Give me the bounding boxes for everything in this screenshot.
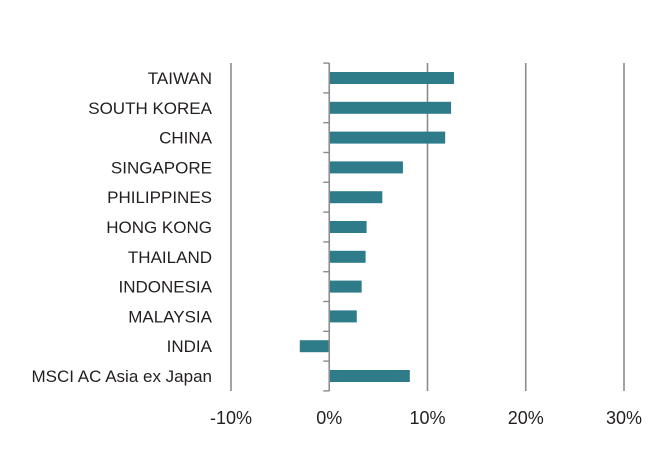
x-tick-label: -10% [210, 408, 252, 428]
category-label: PHILIPPINES [107, 188, 212, 207]
x-tick-label: 30% [606, 408, 642, 428]
gridlines [230, 63, 625, 391]
category-axis [323, 62, 331, 392]
category-label: INDONESIA [118, 278, 212, 297]
category-label: THAILAND [128, 248, 212, 267]
category-labels: TAIWAN SOUTH KOREA CHINA SINGAPORE PHILIPPIN… [32, 69, 213, 386]
bars [299, 72, 455, 382]
category-label: HONG KONG [106, 218, 212, 237]
category-label: TAIWAN [148, 69, 212, 88]
bar [329, 370, 410, 382]
bar [329, 101, 452, 114]
category-label: SOUTH KOREA [88, 99, 212, 118]
x-tick-label: 10% [409, 408, 445, 428]
x-tick-label: 0% [316, 408, 342, 428]
bar [329, 250, 366, 263]
bar [329, 280, 362, 293]
bar [329, 310, 357, 323]
category-label: CHINA [159, 129, 213, 148]
bar [329, 131, 446, 144]
category-label: SINGAPORE [111, 158, 212, 177]
bar [329, 191, 383, 204]
bar [329, 72, 455, 84]
category-label: MALAYSIA [128, 307, 212, 326]
bar [329, 221, 367, 233]
x-tick-label: 20% [508, 408, 544, 428]
bar [299, 340, 330, 353]
x-tick-labels: -10% 0% 10% 20% 30% [210, 408, 642, 428]
category-label: MSCI AC Asia ex Japan [32, 367, 212, 386]
category-label: INDIA [167, 337, 213, 356]
bar [329, 161, 403, 174]
